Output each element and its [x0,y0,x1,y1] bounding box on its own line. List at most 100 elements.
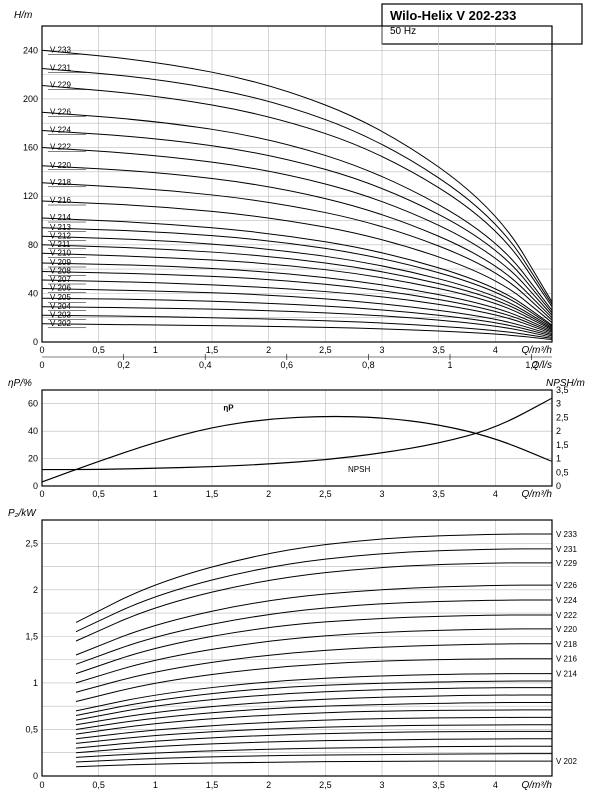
power-curve [76,731,552,748]
head-curve [42,50,552,302]
series-label: V 213 [50,223,71,232]
y-tick: 40 [28,288,38,298]
series-label: V 226 [556,581,577,590]
x-tick: 2 [266,489,271,499]
y-tick: 0,5 [25,724,38,734]
series-label: V 216 [556,655,577,664]
y-tick: 80 [28,240,38,250]
power-curve [76,717,552,738]
x-tick: 4 [493,345,498,355]
x2-tick: 1 [447,360,452,370]
x-tick: 4 [493,489,498,499]
x-tick: 2,5 [319,345,332,355]
series-label: V 231 [50,64,71,73]
series-label: V 210 [50,248,71,257]
head-curve [42,324,552,340]
x-tick: 0 [39,780,44,790]
x-tick: 0,5 [92,780,105,790]
pump-chart-svg: Wilo-Helix V 202-23350 Hz040801201602002… [0,0,590,800]
series-label: V 206 [50,284,71,293]
series-label: V 229 [556,559,577,568]
series-label: V 214 [556,670,577,679]
power-curve [76,600,552,664]
x2-tick: 0,6 [281,360,294,370]
series-label: V 211 [50,240,71,249]
series-label: V 233 [50,45,71,54]
eta-curve [42,417,552,482]
yr-tick: 2 [556,426,561,436]
x2-tick: 0,8 [362,360,375,370]
series-label: V 216 [50,196,71,205]
x-tick: 1 [153,780,158,790]
y-axis-label: H/m [14,10,32,21]
panel-eta-npsh: 0204060ηP/%00,511,522,533,5NPSH/m00,511,… [8,378,585,500]
series-label: V 218 [50,178,71,187]
x-tick: 4 [493,780,498,790]
series-label: V 233 [556,530,577,539]
y-tick: 120 [23,191,38,201]
series-label: V 224 [50,126,71,135]
x-tick: 3 [379,489,384,499]
x-tick: 2,5 [319,489,332,499]
x-tick: 1 [153,489,158,499]
power-curve [76,746,552,757]
yr-tick: 0,5 [556,467,569,477]
power-curve [76,739,552,753]
yl-tick: 40 [28,426,38,436]
yr-tick: 2,5 [556,412,569,422]
series-label: V 208 [50,267,71,276]
x-tick: 2 [266,780,271,790]
panel-power-curves: 00,511,522,5P₂/kW00,511,522,533,54Q/m³/h… [8,508,577,791]
yr-tick: 1 [556,454,561,464]
series-label: V 202 [556,757,577,766]
x2-tick: 0,4 [199,360,212,370]
series-label: V 207 [50,275,71,284]
power-curve [76,761,552,767]
x-tick: 1,5 [206,345,219,355]
head-curve [42,166,552,318]
power-curve [76,549,552,632]
y-tick: 160 [23,143,38,153]
yr-tick: 3 [556,399,561,409]
series-label: V 224 [556,596,577,605]
x-tick: 0 [39,345,44,355]
y-tick: 0 [33,337,38,347]
chart-subtitle: 50 Hz [390,26,416,37]
panel-head-curves: 04080120160200240H/m00,511,522,533,54Q/m… [14,10,552,371]
y-right-label: NPSH/m [546,378,585,389]
series-label: V 205 [50,293,71,302]
y-tick: 1,5 [25,631,38,641]
yr-tick: 0 [556,481,561,491]
series-label: V 203 [50,310,71,319]
y-tick: 2 [33,585,38,595]
series-label: V 218 [556,640,577,649]
y-tick: 1 [33,678,38,688]
series-label: V 204 [50,302,71,311]
yr-tick: 1,5 [556,440,569,450]
series-label: V 222 [50,143,71,152]
pump-chart-page: { "title": "Wilo-Helix V 202-233", "subt… [0,0,590,800]
x-tick: 2 [266,345,271,355]
x-axis-label-2: Q/l/s [531,360,552,371]
x-axis-label: Q/m³/h [521,780,552,791]
npsh-label: NPSH [348,465,370,474]
power-curve [76,688,552,721]
x-tick: 2,5 [319,780,332,790]
chart-title: Wilo-Helix V 202-233 [390,8,516,23]
series-label: V 222 [556,611,577,620]
y-tick: 0 [33,771,38,781]
x-axis-label-1: Q/m³/h [521,345,552,356]
y-axis-label: P₂/kW [8,508,37,519]
series-label: V 220 [556,625,577,634]
power-curve [76,629,552,683]
x-tick: 0,5 [92,489,105,499]
x-axis-label: Q/m³/h [521,489,552,500]
series-label: V 226 [50,107,71,116]
series-label: V 202 [50,319,71,328]
x-tick: 0,5 [92,345,105,355]
x-tick: 3 [379,345,384,355]
y-left-label: ηP/% [8,378,32,389]
series-label: V 214 [50,213,71,222]
x2-tick: 0,2 [117,360,130,370]
series-label: V 229 [50,81,71,90]
